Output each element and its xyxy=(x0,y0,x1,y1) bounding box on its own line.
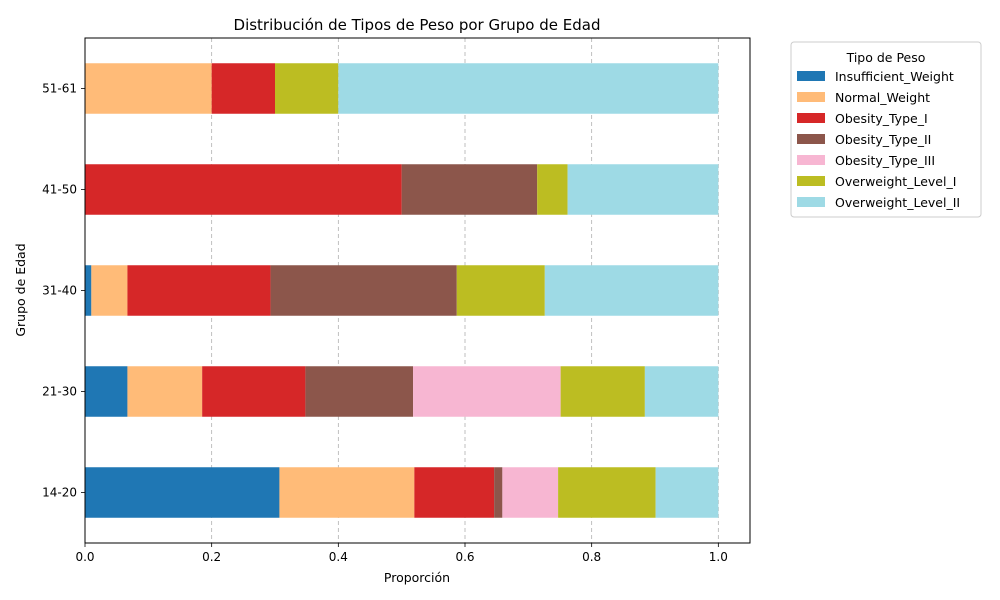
x-tick-label: 0.4 xyxy=(329,550,348,564)
bar-segment-41-50-obesity-type-ii xyxy=(401,164,538,215)
legend-swatch xyxy=(797,92,825,102)
legend-swatch xyxy=(797,155,825,165)
legend-frame xyxy=(790,41,982,218)
x-tick-label: 0.6 xyxy=(455,550,474,564)
legend-label: Insufficient_Weight xyxy=(835,69,954,84)
bar-segment-21-30-overweight-level-i xyxy=(560,366,645,417)
y-tick-label: 41-50 xyxy=(42,183,77,197)
legend-items: Insufficient_Weight Normal_Weight Obesity_… xyxy=(797,69,960,210)
legend-swatch xyxy=(797,197,825,207)
legend-swatch xyxy=(797,113,825,123)
bar-segment-31-40-insufficient-weight xyxy=(85,265,92,316)
bar-segment-31-40-obesity-type-ii xyxy=(270,265,457,316)
x-tick-label: 1.0 xyxy=(709,550,728,564)
legend: Tipo de Peso Insufficient_Weight Normal_W… xyxy=(790,41,982,218)
bar-segment-21-30-obesity-type-ii xyxy=(305,366,414,417)
x-axis-label: Proporción xyxy=(384,570,450,585)
bar-segment-21-30-insufficient-weight xyxy=(85,366,128,417)
chart-title: Distribución de Tipos de Peso por Grupo … xyxy=(234,16,601,34)
x-axis: 0.0 0.2 0.4 0.6 0.8 1.0 xyxy=(75,543,728,564)
legend-label: Obesity_Type_III xyxy=(835,153,935,168)
y-tick-label: 51-61 xyxy=(42,82,77,96)
y-axis-label: Grupo de Edad xyxy=(13,243,28,336)
bar-segment-31-40-obesity-type-i xyxy=(127,265,271,316)
legend-swatch xyxy=(797,176,825,186)
bar-segment-31-40-overweight-level-i xyxy=(456,265,545,316)
legend-label: Obesity_Type_II xyxy=(835,132,931,147)
x-tick-label: 0.2 xyxy=(202,550,221,564)
bar-segment-51-61-overweight-level-ii xyxy=(338,63,719,114)
legend-label: Overweight_Level_II xyxy=(835,195,960,210)
bar-segment-51-61-overweight-level-i xyxy=(275,63,339,114)
y-tick-label: 31-40 xyxy=(42,284,77,298)
bar-segment-21-30-obesity-type-i xyxy=(202,366,306,417)
legend-title: Tipo de Peso xyxy=(846,50,926,65)
legend-swatch xyxy=(797,134,825,144)
bar-segment-51-61-obesity-type-i xyxy=(211,63,275,114)
legend-label: Obesity_Type_I xyxy=(835,111,928,126)
legend-label: Normal_Weight xyxy=(835,90,930,105)
bar-segment-51-61-normal-weight xyxy=(85,63,212,114)
y-tick-label: 14-20 xyxy=(42,486,77,500)
bars xyxy=(85,63,719,518)
bar-segment-31-40-normal-weight xyxy=(91,265,128,316)
x-tick-label: 0.0 xyxy=(75,550,94,564)
bar-segment-14-20-obesity-type-i xyxy=(414,467,495,518)
bar-segment-21-30-overweight-level-ii xyxy=(644,366,719,417)
bar-segment-41-50-obesity-type-i xyxy=(85,164,402,215)
bar-segment-14-20-overweight-level-i xyxy=(558,467,656,518)
bar-segment-21-30-normal-weight xyxy=(127,366,203,417)
bar-segment-14-20-obesity-type-ii xyxy=(494,467,503,518)
bar-segment-41-50-overweight-level-i xyxy=(537,164,568,215)
legend-swatch xyxy=(797,71,825,81)
bar-segment-41-50-overweight-level-ii xyxy=(567,164,719,215)
x-tick-label: 0.8 xyxy=(582,550,601,564)
y-tick-label: 21-30 xyxy=(42,385,77,399)
y-axis: 14-20 21-30 31-40 41-50 51-61 xyxy=(42,82,85,500)
bar-segment-14-20-overweight-level-ii xyxy=(655,467,719,518)
bar-segment-14-20-normal-weight xyxy=(279,467,415,518)
bar-segment-14-20-obesity-type-iii xyxy=(502,467,559,518)
bar-segment-14-20-insufficient-weight xyxy=(85,467,280,518)
bar-segment-31-40-overweight-level-ii xyxy=(544,265,719,316)
legend-label: Overweight_Level_I xyxy=(835,174,956,189)
bar-segment-21-30-obesity-type-iii xyxy=(413,366,561,417)
